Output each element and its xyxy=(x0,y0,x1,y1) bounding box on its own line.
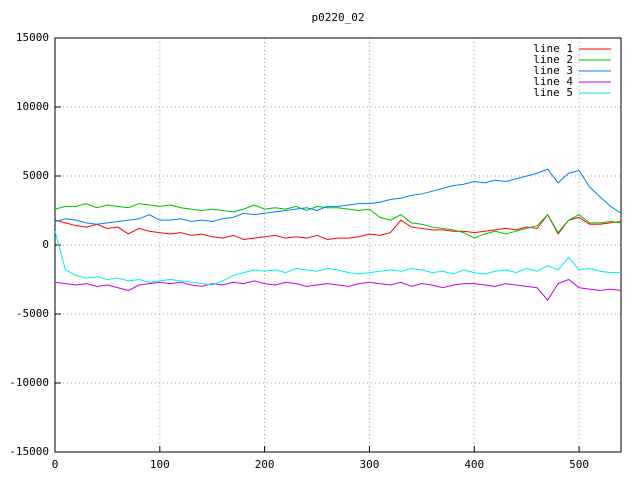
x-tick-label: 0 xyxy=(52,458,59,471)
x-tick-label: 200 xyxy=(255,458,275,471)
line-series xyxy=(54,203,622,239)
legend-label: line 2 xyxy=(533,53,573,66)
y-tick-label: -5000 xyxy=(16,307,49,320)
line-series xyxy=(54,231,621,286)
x-tick-label: 100 xyxy=(150,458,170,471)
line-series xyxy=(54,213,622,240)
x-tick-label: 500 xyxy=(569,458,589,471)
y-tick-label: 15000 xyxy=(16,31,49,44)
line-series xyxy=(54,168,622,225)
legend-label: line 1 xyxy=(533,42,573,55)
legend-label: line 4 xyxy=(533,75,573,88)
legend-label: line 3 xyxy=(533,64,573,77)
chart-title: p0220_02 xyxy=(312,11,365,24)
x-tick-label: 400 xyxy=(464,458,484,471)
y-tick-label: 10000 xyxy=(16,100,49,113)
plot-border xyxy=(54,37,622,453)
y-tick-label: -15000 xyxy=(9,445,49,458)
line-series xyxy=(54,278,622,302)
y-tick-label: -10000 xyxy=(9,376,49,389)
x-tick-label: 300 xyxy=(360,458,380,471)
y-tick-label: 5000 xyxy=(23,169,50,182)
y-tick-label: 0 xyxy=(42,238,49,251)
legend-label: line 5 xyxy=(533,86,573,99)
